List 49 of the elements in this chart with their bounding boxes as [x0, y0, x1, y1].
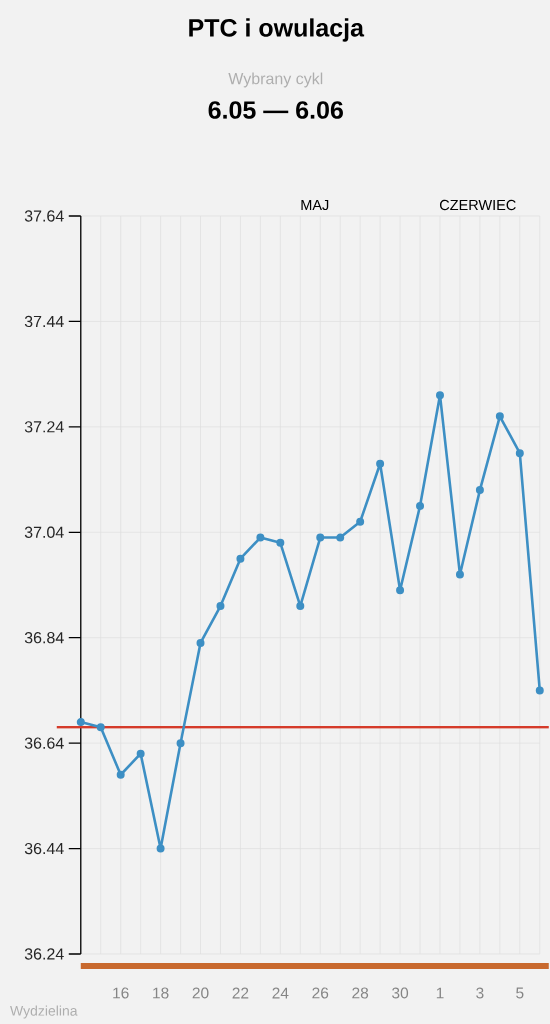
x-tick-label: 22 [232, 987, 249, 999]
chart-title: PTC i owulacja [189, 18, 365, 42]
y-tick-label: 37.64 [24, 210, 64, 222]
y-tick-label: 36.24 [24, 948, 64, 960]
point [416, 501, 424, 510]
point [216, 602, 225, 611]
y-tick-label: 36.64 [24, 737, 64, 749]
text: Wybrany cykl [228, 72, 323, 88]
x-tick-label: 18 [153, 987, 169, 999]
point [455, 570, 464, 579]
x-tick-label: 28 [352, 987, 369, 999]
x-tick-label: 26 [312, 987, 329, 999]
y-tick-label: 36.84 [24, 632, 64, 644]
point [396, 586, 405, 595]
point [256, 533, 265, 542]
point [475, 486, 484, 495]
point [196, 638, 205, 647]
point [316, 533, 325, 542]
y-tick-label: 37.04 [24, 526, 64, 538]
point [96, 723, 105, 732]
point [495, 412, 504, 421]
point [435, 391, 444, 400]
x-tick-label: 1 [436, 987, 444, 999]
point [376, 459, 385, 468]
text: Wydzielina [10, 1005, 78, 1019]
point [116, 770, 125, 779]
x-tick-label: 24 [272, 987, 289, 999]
point [176, 739, 185, 748]
point [156, 844, 165, 853]
y-tick-label: 37.24 [24, 421, 64, 433]
text: MAJ [301, 199, 329, 211]
x-tick-label: 3 [476, 987, 484, 999]
point [136, 749, 145, 758]
point [535, 686, 544, 695]
point [276, 538, 285, 547]
point [76, 718, 85, 727]
x-tick-label: 30 [392, 987, 409, 999]
point [296, 602, 305, 611]
y-tick-label: 37.44 [24, 315, 64, 328]
point [236, 554, 245, 563]
chart-subtitle: 6.05 — 6.06 [208, 101, 343, 119]
x-tick-label: 16 [113, 987, 129, 999]
point [356, 517, 365, 526]
y-tick-label: 36.44 [24, 842, 64, 855]
point [336, 533, 345, 542]
x-tick-label: 20 [192, 987, 209, 999]
point [515, 449, 524, 458]
x-tick-label: 5 [516, 987, 524, 999]
text: CZERWIEC [439, 199, 516, 211]
